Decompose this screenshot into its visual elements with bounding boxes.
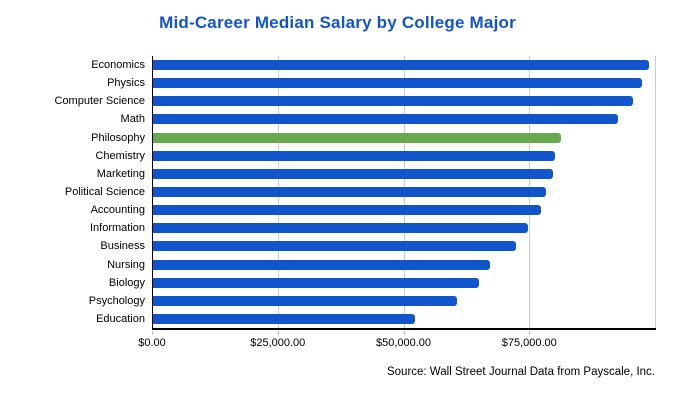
bar-economics xyxy=(153,60,649,71)
bar-computer-science xyxy=(153,96,634,107)
x-tick xyxy=(529,331,531,335)
bar-nursing xyxy=(153,259,490,270)
category-label-education: Education xyxy=(96,312,145,325)
category-label-math: Math xyxy=(120,113,145,126)
bar-business xyxy=(153,241,516,252)
bar-accounting xyxy=(153,205,541,216)
bar-biology xyxy=(153,277,479,288)
category-label-biology: Biology xyxy=(108,276,145,289)
category-label-psychology: Psychology xyxy=(88,294,145,307)
category-label-computer-science: Computer Science xyxy=(54,95,146,108)
bar-philosophy xyxy=(153,132,562,143)
bar-education xyxy=(153,313,415,324)
bar-psychology xyxy=(153,295,457,306)
category-label-information: Information xyxy=(89,222,145,235)
source-note: Source: Wall Street Journal Data from Pa… xyxy=(386,366,655,378)
x-tick-label: $25,000.00 xyxy=(250,337,306,349)
bar-chemistry xyxy=(153,150,555,161)
plot-area xyxy=(152,56,656,330)
x-tick xyxy=(403,331,405,335)
x-tick xyxy=(277,331,279,335)
x-tick xyxy=(152,331,153,335)
gridline xyxy=(655,56,656,328)
x-tick-label: $50,000.00 xyxy=(375,337,432,349)
category-label-physics: Physics xyxy=(107,77,145,90)
chart-title: Mid-Career Median Salary by College Majo… xyxy=(159,13,516,32)
bar-information xyxy=(153,223,529,234)
x-tick-label: $75,000.00 xyxy=(501,337,557,349)
category-label-nursing: Nursing xyxy=(107,258,145,271)
category-label-business: Business xyxy=(100,240,145,253)
bar-political-science xyxy=(153,187,547,197)
category-label-marketing: Marketing xyxy=(96,167,145,180)
bar-physics xyxy=(153,78,643,89)
bar-math xyxy=(153,114,618,125)
category-label-economics: Economics xyxy=(91,59,145,72)
category-label-political-science: Political Science xyxy=(64,185,145,198)
bar-marketing xyxy=(153,168,554,179)
category-label-accounting: Accounting xyxy=(90,204,145,217)
value-axis: $0.00 $25,000.00 $50,000.00 $75,000.00 xyxy=(138,331,655,353)
category-axis: Economics Physics Computer Science Math Phil… xyxy=(0,56,152,328)
x-tick-label: $0.00 xyxy=(138,337,166,349)
category-label-philosophy: Philosophy xyxy=(91,131,145,144)
category-label-chemistry: Chemistry xyxy=(95,149,145,162)
